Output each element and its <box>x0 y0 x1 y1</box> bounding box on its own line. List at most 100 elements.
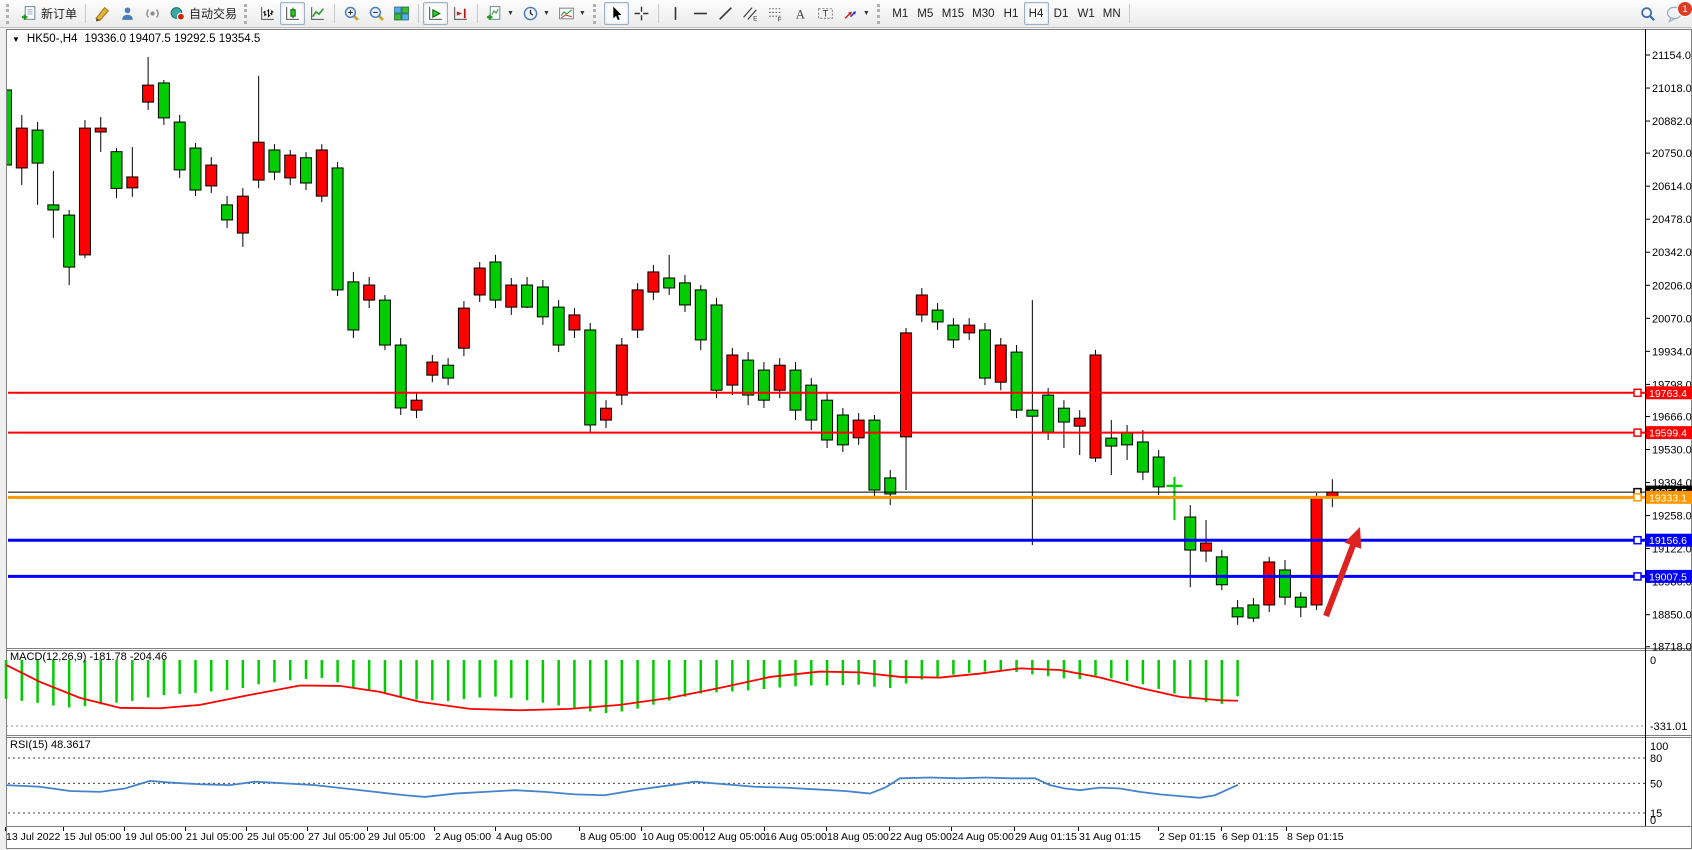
toolbar-grip[interactable] <box>244 3 250 24</box>
fibonacci-button[interactable]: F <box>763 2 788 25</box>
tab-timeframe-h1[interactable]: H1 <box>999 2 1024 25</box>
tab-timeframe-m30[interactable]: M30 <box>968 2 998 25</box>
tab-timeframe-m5[interactable]: M5 <box>913 2 938 25</box>
tab-timeframe-mn[interactable]: MN <box>1099 2 1125 25</box>
candle-body <box>789 369 802 411</box>
toolbar-grip[interactable] <box>592 3 599 24</box>
line-chart-button[interactable] <box>305 2 330 25</box>
toolbar-grip[interactable] <box>876 3 883 24</box>
vertical-line-button[interactable] <box>663 2 688 25</box>
candle-body <box>268 149 281 173</box>
candle-body <box>1121 432 1134 446</box>
notifications-button[interactable]: 1 <box>1661 1 1692 25</box>
time-tick-label: 6 Sep 01:15 <box>1222 831 1279 843</box>
separator <box>85 4 87 23</box>
hline-handle[interactable] <box>1633 428 1642 437</box>
candle-body <box>284 154 297 179</box>
arrows-button[interactable]: ▼ <box>838 2 874 25</box>
candle-body <box>915 294 928 316</box>
tab-timeframe-d1[interactable]: D1 <box>1049 2 1074 25</box>
horizontal-line-button[interactable] <box>688 2 713 25</box>
text-label-button[interactable]: T <box>813 2 838 25</box>
collapse-icon[interactable]: ▼ <box>12 34 20 44</box>
metaeditor-button[interactable] <box>90 2 115 25</box>
price-badge <box>1646 569 1692 583</box>
hline-handle[interactable] <box>1633 493 1642 502</box>
templates-button[interactable]: ▼ <box>554 2 590 25</box>
candle-body <box>142 84 155 103</box>
price-tick-label: 20342.0 <box>1652 247 1692 259</box>
candle-body <box>331 167 344 291</box>
separator <box>477 4 479 23</box>
macd-panel: 0 -331.01 <box>4 655 1687 733</box>
signals-button[interactable] <box>140 2 165 25</box>
indicators-button[interactable]: ▼ <box>482 2 518 25</box>
bar-chart-button[interactable] <box>255 2 280 25</box>
candle-body <box>410 399 423 411</box>
indicators-icon <box>487 6 501 20</box>
candlestick-chart-button[interactable] <box>280 2 306 25</box>
candle-body <box>600 407 613 421</box>
trend-arrow-head[interactable] <box>1344 527 1362 549</box>
hline-handle[interactable] <box>1633 388 1642 398</box>
candle-body <box>663 277 676 289</box>
tab-timeframe-m15[interactable]: M15 <box>938 2 968 25</box>
tab-timeframe-w1[interactable]: W1 <box>1074 2 1099 25</box>
tile-windows-button[interactable] <box>389 2 414 25</box>
new-order-button[interactable]: 新订单 <box>17 2 81 25</box>
autotrade-button[interactable]: 自动交易 <box>165 2 241 25</box>
text-button[interactable]: A <box>788 2 813 25</box>
community-button[interactable] <box>115 2 140 25</box>
separator <box>1128 4 1130 23</box>
candle-body <box>884 477 897 495</box>
price-axis[interactable]: 21154.0 21018.0 20882.0 20750.0 20614.0 20478… <box>1633 29 1692 826</box>
candle-body <box>157 82 170 119</box>
candle-body <box>821 399 834 441</box>
channel-icon: E <box>743 7 757 22</box>
time-tick-label: 24 Aug 05:00 <box>952 831 1014 843</box>
equidistant-channel-button[interactable]: E <box>738 2 763 25</box>
auto-scroll-button[interactable] <box>423 2 449 25</box>
rsi-axis-label: 50 <box>1650 778 1662 790</box>
rsi-axis-label: 80 <box>1650 753 1662 765</box>
hline-handle[interactable] <box>1633 572 1642 581</box>
cursor-button[interactable] <box>603 2 629 25</box>
candle-body <box>852 419 865 439</box>
time-tick-label: 16 Aug 05:00 <box>765 831 827 843</box>
candle-body <box>473 267 486 296</box>
cursor-arrow-icon <box>613 6 622 21</box>
time-tick-label: 27 Jul 05:00 <box>308 831 365 843</box>
rsi-line <box>5 776 1239 799</box>
tab-timeframe-m1[interactable]: M1 <box>888 2 913 25</box>
search-button[interactable] <box>1635 2 1661 25</box>
candle-body <box>868 419 881 491</box>
tab-timeframe-h4[interactable]: H4 <box>1023 2 1049 25</box>
text-icon: A <box>796 7 806 21</box>
separator <box>657 4 659 23</box>
metaeditor-icon <box>95 6 110 22</box>
crosshair-button[interactable] <box>629 2 654 25</box>
candle-body <box>1057 407 1070 423</box>
candle-body <box>47 204 60 211</box>
candle-body <box>1073 417 1086 427</box>
zoom-in-button[interactable] <box>339 2 364 25</box>
svg-text:A: A <box>796 7 806 21</box>
toolbar-grip[interactable] <box>6 3 12 24</box>
time-tick-label: 2 Sep 01:15 <box>1159 831 1216 843</box>
candle-body <box>836 414 849 446</box>
zoom-out-button[interactable] <box>364 2 389 25</box>
crosshair-icon <box>634 6 649 21</box>
time-axis[interactable]: 13 Jul 2022 15 Jul 05:00 19 Jul 05:00 21 Ju… <box>5 827 1344 843</box>
tile-windows-icon <box>394 6 409 21</box>
trendline-button[interactable] <box>713 2 738 25</box>
candle-body <box>457 307 470 349</box>
candle-body <box>126 176 139 189</box>
candle-body <box>7 89 12 166</box>
chart-shift-button[interactable] <box>448 2 473 25</box>
hline-handle[interactable] <box>1633 535 1642 545</box>
trend-arrow-annotation[interactable] <box>1323 539 1358 618</box>
periods-button[interactable]: ▼ <box>518 2 554 25</box>
